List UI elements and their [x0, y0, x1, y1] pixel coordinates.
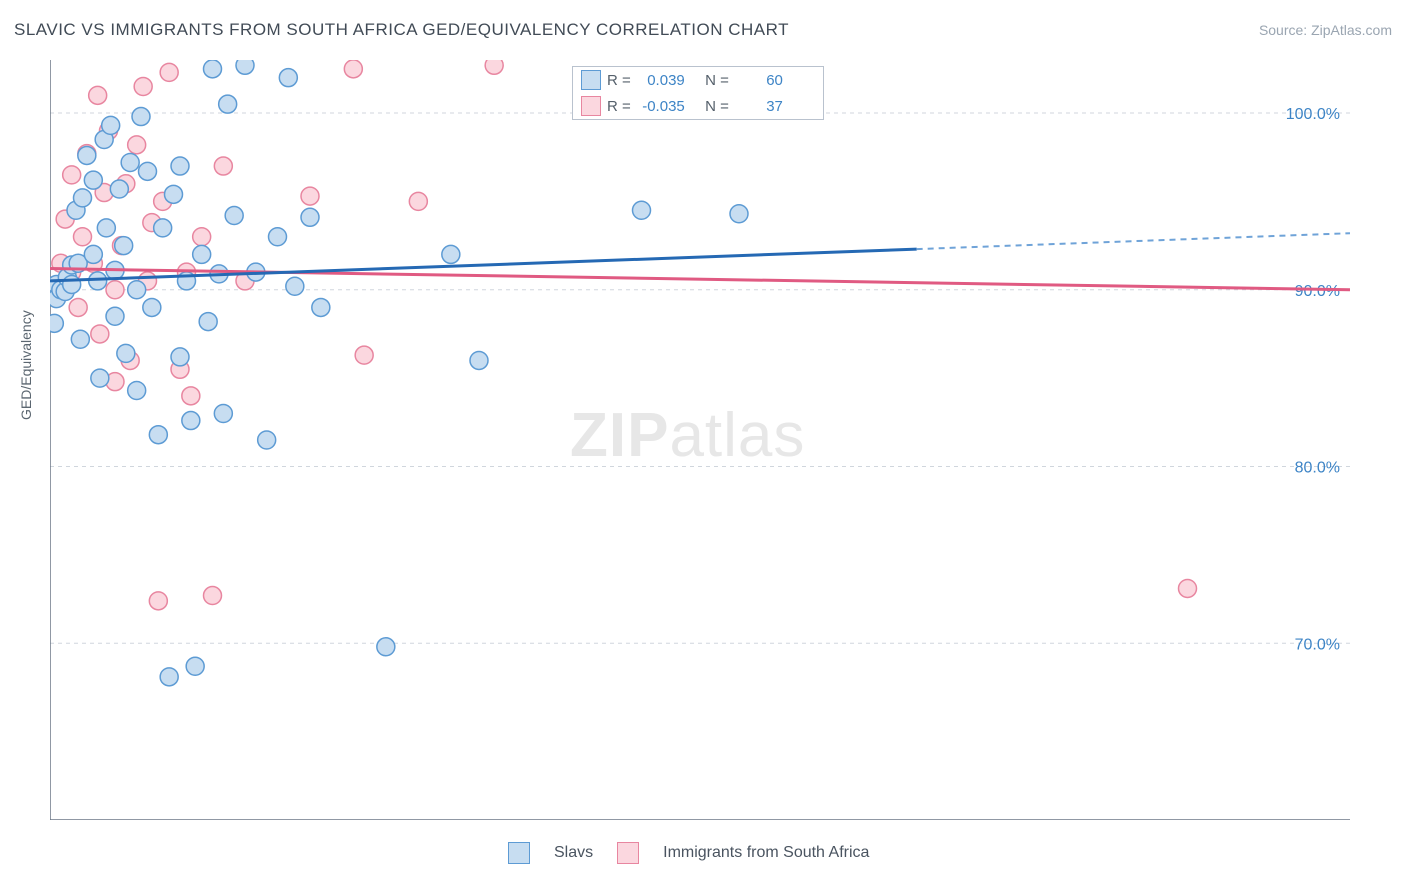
legend-label: Immigrants from South Africa: [663, 844, 869, 862]
n-value: 37: [735, 98, 783, 115]
legend-label: Slavs: [554, 844, 593, 862]
stats-legend-box: R = 0.039 N =60 R =-0.035 N =37: [572, 66, 824, 120]
scatter-plot: 0.0%60.0%70.0%80.0%90.0%100.0%: [50, 60, 1350, 820]
r-value: 0.039: [637, 72, 685, 89]
svg-text:90.0%: 90.0%: [1295, 283, 1340, 300]
swatch-icon: [508, 842, 530, 864]
swatch-icon: [581, 70, 601, 90]
swatch-icon: [617, 842, 639, 864]
bottom-legend: Slavs Immigrants from South Africa: [508, 842, 869, 864]
svg-text:70.0%: 70.0%: [1295, 636, 1340, 653]
r-value: -0.035: [637, 98, 685, 115]
source-attribution: Source: ZipAtlas.com: [1259, 22, 1392, 38]
swatch-icon: [581, 96, 601, 116]
svg-text:80.0%: 80.0%: [1295, 460, 1340, 477]
chart-title: SLAVIC VS IMMIGRANTS FROM SOUTH AFRICA G…: [14, 20, 789, 40]
y-axis-label: GED/Equivalency: [18, 310, 34, 420]
stats-row-slavs: R = 0.039 N =60: [573, 67, 823, 93]
n-value: 60: [735, 72, 783, 89]
stats-row-immigrants: R =-0.035 N =37: [573, 93, 823, 119]
svg-text:100.0%: 100.0%: [1286, 106, 1340, 123]
